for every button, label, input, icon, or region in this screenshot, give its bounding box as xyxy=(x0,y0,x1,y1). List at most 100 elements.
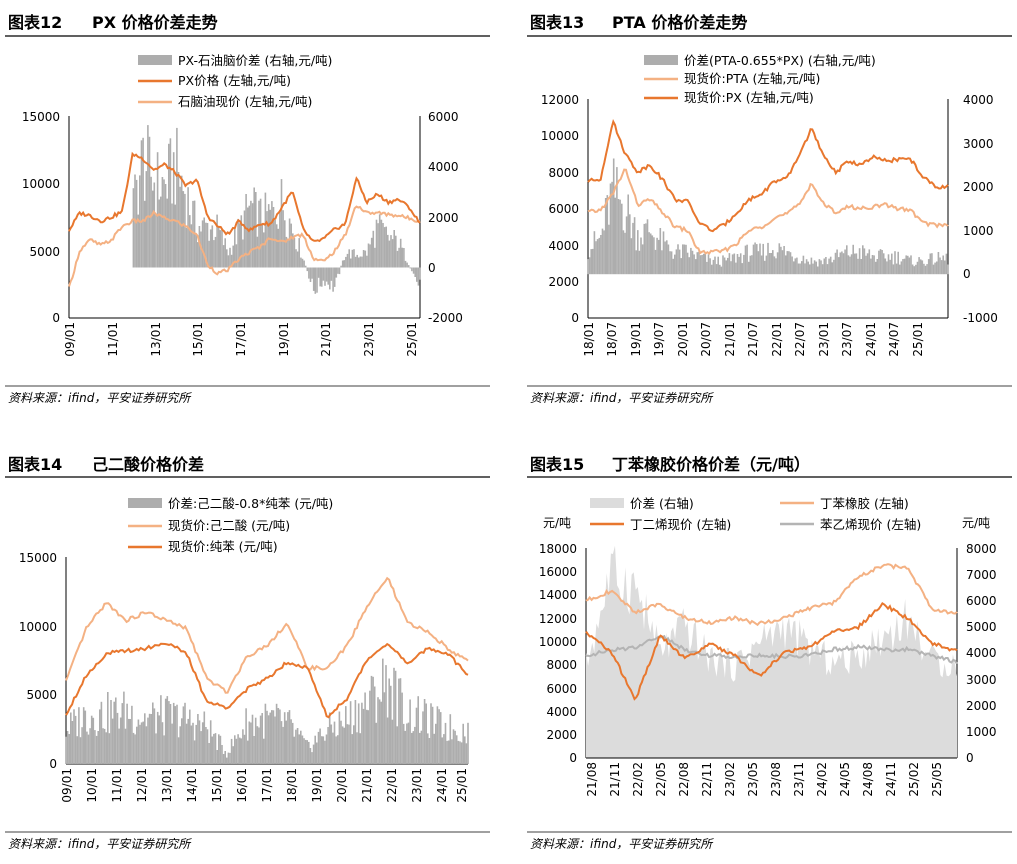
spread-bar xyxy=(306,740,308,764)
legend-label: 价差 (右轴) xyxy=(630,496,694,511)
spread-bar xyxy=(304,739,307,764)
spread-bar xyxy=(237,218,239,268)
spread-bar xyxy=(261,713,263,764)
spread-bar xyxy=(171,203,173,268)
spread-bar xyxy=(768,253,771,275)
spread-bar xyxy=(926,264,928,275)
spread-bar xyxy=(259,198,262,268)
spread-bar xyxy=(664,241,666,275)
spread-bar xyxy=(863,248,866,275)
spread-bar xyxy=(744,245,747,275)
spread-bar xyxy=(229,752,231,764)
spread-bar xyxy=(670,251,673,275)
spread-bar xyxy=(916,261,919,275)
spread-bar xyxy=(813,260,816,275)
spread-bar xyxy=(144,713,146,764)
spread-bar xyxy=(226,249,228,268)
spread-bar xyxy=(467,722,469,764)
x-tick-label: 21/08 xyxy=(585,762,599,797)
spread-bar xyxy=(640,237,642,275)
spread-bar xyxy=(407,265,410,268)
source-note: 资料来源：ifind，平安证券研究所 xyxy=(8,391,192,405)
spread-bar xyxy=(625,216,628,275)
spread-bar xyxy=(345,706,347,764)
spread-bar xyxy=(248,205,251,268)
spread-bar xyxy=(944,260,946,275)
spread-bar xyxy=(269,712,271,764)
spread-bar xyxy=(939,257,941,275)
spread-bar xyxy=(222,754,225,764)
spread-bar xyxy=(595,241,597,275)
spread-bar xyxy=(216,214,218,268)
spread-bar xyxy=(677,244,679,275)
spread-bar xyxy=(258,727,260,764)
source-note: 资料来源：ifind，平安证券研究所 xyxy=(8,837,192,851)
spread-bar xyxy=(335,736,337,764)
spread-bar xyxy=(675,249,678,275)
x-tick-label: 19/01 xyxy=(277,322,291,357)
spread-bar xyxy=(150,176,152,268)
spread-bar xyxy=(435,723,437,764)
x-tick-label: 15/01 xyxy=(191,322,205,357)
spread-bar xyxy=(71,721,74,764)
spread-bar xyxy=(166,198,168,268)
spread-bar xyxy=(412,267,415,274)
spread-bar xyxy=(272,710,275,764)
spread-bar xyxy=(751,255,753,275)
spread-bar xyxy=(913,266,916,275)
spread-bar xyxy=(910,255,912,275)
spread-bar xyxy=(74,715,77,764)
spread-bar xyxy=(789,252,792,275)
spread-bar xyxy=(646,219,649,275)
spread-bar xyxy=(818,259,821,275)
spread-bar xyxy=(857,258,859,275)
spread-bar xyxy=(285,720,288,764)
left-tick-label: 10000 xyxy=(19,620,57,634)
spread-bar xyxy=(391,239,394,268)
spread-bar xyxy=(454,730,456,764)
spread-bar xyxy=(277,228,280,268)
spread-bar xyxy=(686,252,689,275)
spread-bar xyxy=(84,710,87,764)
spread-bar xyxy=(354,700,357,764)
spread-bar xyxy=(455,735,458,764)
spread-bar xyxy=(290,719,292,764)
spread-bar xyxy=(209,720,212,764)
spread-bar xyxy=(854,253,856,275)
right-tick-label: 4000 xyxy=(966,646,997,660)
spread-bar xyxy=(211,736,214,764)
spread-bar xyxy=(121,703,124,764)
spread-bar xyxy=(245,708,247,764)
spread-bar xyxy=(277,708,280,764)
spread-bar xyxy=(325,267,328,282)
spread-bar xyxy=(611,181,613,275)
spread-bar xyxy=(330,724,333,764)
spread-bar xyxy=(65,736,67,764)
x-tick-label: 22/01 xyxy=(385,768,399,803)
spread-bar xyxy=(272,207,275,268)
spread-bar xyxy=(143,200,146,268)
spread-bar xyxy=(657,239,660,275)
spread-bar xyxy=(608,224,610,275)
spread-bar xyxy=(341,726,344,764)
spread-bar xyxy=(321,267,323,287)
spread-bar xyxy=(320,736,323,764)
x-tick-label: 13/01 xyxy=(160,768,174,803)
spread-bar xyxy=(163,735,165,764)
spread-bar xyxy=(251,203,254,268)
figure-number: 图表13 xyxy=(530,13,584,32)
spread-bar xyxy=(340,720,342,764)
spread-bar xyxy=(370,675,373,764)
spread-bar xyxy=(136,726,138,764)
spread-bar xyxy=(823,258,826,275)
spread-bar xyxy=(394,670,397,764)
left-tick-label: 18000 xyxy=(539,542,577,556)
spread-bar xyxy=(312,267,315,291)
left-tick-label: 5000 xyxy=(26,688,57,702)
spread-bar xyxy=(174,204,177,268)
spread-bar xyxy=(348,249,350,268)
spread-bar xyxy=(390,685,392,764)
spread-bar xyxy=(171,723,173,764)
x-tick-label: 22/05 xyxy=(654,762,668,797)
